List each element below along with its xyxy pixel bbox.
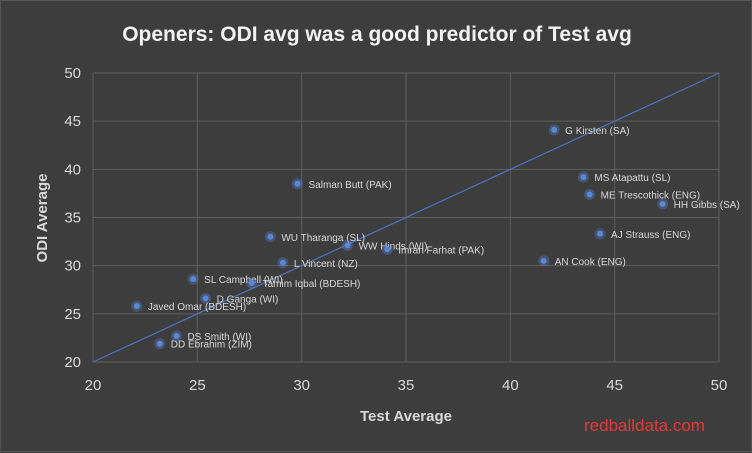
x-tick-label: 45 [606,377,623,394]
data-point [586,191,593,198]
x-tick-label: 40 [502,377,519,394]
data-point [248,280,255,287]
data-point [551,126,558,133]
y-tick-label: 35 [64,210,81,227]
y-tick-label: 50 [64,65,81,82]
data-point [659,201,666,208]
data-point-label: Javed Omar (BDESH) [148,302,246,313]
y-tick-label: 20 [64,354,81,371]
x-tick-label: 25 [189,377,206,394]
watermark: redballdata.com [584,416,705,435]
data-point [344,242,351,249]
data-point-label: MS Atapattu (SL) [594,173,670,184]
gridlines [92,72,720,363]
data-point [597,230,604,237]
y-tick-label: 25 [64,306,81,323]
data-point-label: Tamim Iqbal (BDESH) [263,279,361,290]
x-tick-label: 20 [85,377,102,394]
data-point [540,257,547,264]
x-axis-label: Test Average [360,408,452,425]
axis-ticks: 20 25 30 35 40 45 50 20 25 30 35 40 45 50 [64,65,727,394]
data-point [202,295,209,302]
x-tick-label: 50 [711,377,728,394]
data-point-label: Imran Farhat (PAK) [398,245,484,256]
data-point [133,303,140,310]
data-point-label: G Kirsten (SA) [565,126,629,137]
data-point-label: SL Campbell (WI) [204,275,283,286]
data-point-label: DS Smith (WI) [187,332,251,343]
data-point [267,233,274,240]
data-point [580,174,587,181]
data-point-label: DD Ebrahim (ZIM) [171,340,252,351]
data-point [173,332,180,339]
y-tick-label: 45 [64,113,81,130]
data-point-label: AN Cook (ENG) [555,257,626,268]
data-point [294,180,301,187]
data-point [190,276,197,283]
data-point-label: Salman Butt (PAK) [308,180,391,191]
y-axis-label: ODI Average [34,174,51,263]
y-tick-label: 40 [64,161,81,178]
data-point-label: L Vincent (NZ) [294,259,358,270]
data-point-label: WU Tharanga (SL) [281,233,365,244]
data-point [384,246,391,253]
data-point [156,340,163,347]
data-point-label: AJ Strauss (ENG) [611,230,690,241]
chart-title: Openers: ODI avg was a good predictor of… [122,23,632,46]
trendline [92,72,720,363]
data-point-label: HH Gibbs (SA) [674,200,740,211]
data-point-label: WW Hinds (WI) [359,241,428,252]
x-tick-label: 35 [398,377,415,394]
data-points: G Kirsten (SA) MS Atapattu (SL) ME Trescot… [131,124,740,351]
data-point-label: D Ganga (WI) [217,294,279,305]
y-tick-label: 30 [64,258,81,275]
data-point-label: ME Trescothick (ENG) [601,190,700,201]
data-point [279,259,286,266]
x-tick-label: 30 [293,377,310,394]
